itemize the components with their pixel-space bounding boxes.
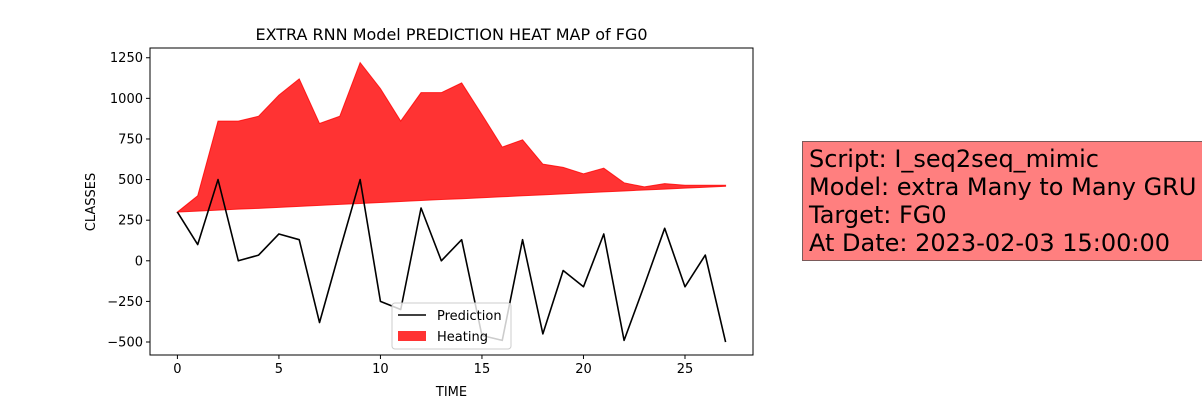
y-axis-ticks: −500 −250 0 250 500 750 1000 1250 <box>107 51 150 351</box>
legend-heating-swatch <box>398 331 426 341</box>
y-axis-label: CLASSES <box>84 173 99 231</box>
info-model: Model: extra Many to Many GRU <box>809 173 1197 201</box>
x-tick-label: 15 <box>474 362 491 377</box>
x-tick-label: 0 <box>173 362 181 377</box>
plot-frame <box>149 47 754 356</box>
info-script: Script: I_seq2seq_mimic <box>809 145 1099 173</box>
plot-area <box>175 61 727 343</box>
y-tick-label: 750 <box>118 132 143 147</box>
y-tick-label: 1250 <box>110 51 143 66</box>
legend: Prediction Heating <box>391 302 512 350</box>
info-box: Script: I_seq2seq_mimic Model: extra Man… <box>802 141 1202 261</box>
y-tick-label: 1000 <box>110 92 143 107</box>
y-tick-label: 250 <box>118 214 143 229</box>
legend-heating-label: Heating <box>437 330 488 345</box>
y-tick-label: 0 <box>135 254 143 269</box>
legend-prediction-label: Prediction <box>437 309 502 324</box>
info-target: Target: FG0 <box>809 201 947 229</box>
y-tick-label: −250 <box>107 295 143 310</box>
info-date: At Date: 2023-02-03 15:00:00 <box>809 229 1171 257</box>
prediction-line <box>176 178 727 343</box>
x-axis-label: TIME <box>435 385 467 400</box>
y-tick-label: −500 <box>107 336 143 351</box>
x-tick-label: 10 <box>372 362 389 377</box>
y-tick-label: 500 <box>118 173 143 188</box>
x-tick-label: 5 <box>275 362 283 377</box>
chart-title: EXTRA RNN Model PREDICTION HEAT MAP of F… <box>255 25 647 44</box>
x-tick-label: 25 <box>677 362 694 377</box>
heating-area <box>175 61 727 213</box>
x-axis-ticks: 0 5 10 15 20 25 <box>173 355 693 377</box>
x-tick-label: 20 <box>575 362 592 377</box>
